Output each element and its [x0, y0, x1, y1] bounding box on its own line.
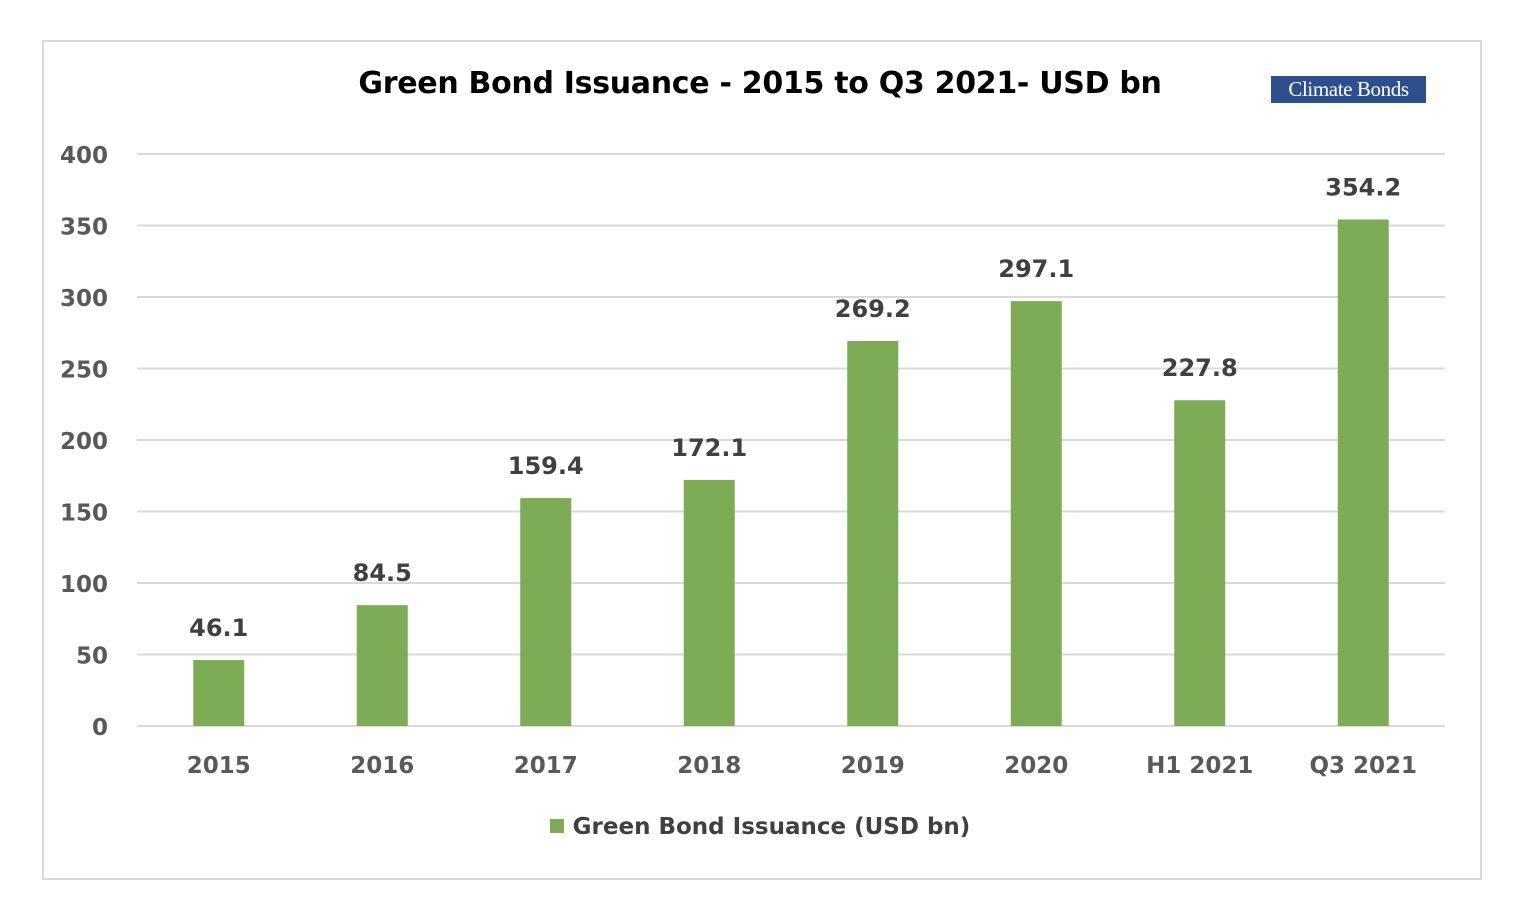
bar-q3-2021	[1337, 219, 1389, 726]
x-tick-label: 2016	[350, 753, 414, 779]
bar-2019	[847, 341, 899, 726]
x-axis-ticks: 2015 2016 2017 2018 2019 2020 H1 2021 Q3 2021	[187, 753, 1417, 779]
data-label: 84.5	[353, 559, 412, 587]
legend-label: Green Bond Issuance (USD bn)	[572, 814, 971, 840]
y-tick-label: 350	[60, 215, 108, 241]
x-tick-label: 2018	[677, 753, 741, 779]
data-label: 172.1	[671, 434, 747, 462]
gridlines	[137, 153, 1445, 727]
y-tick-label: 100	[60, 572, 108, 598]
data-label: 269.2	[835, 295, 911, 323]
bar-2017	[520, 498, 572, 726]
data-label: 46.1	[189, 614, 248, 642]
y-tick-label: 200	[60, 429, 108, 455]
data-label: 297.1	[998, 255, 1074, 283]
data-label: 227.8	[1162, 354, 1238, 382]
data-label: 354.2	[1325, 173, 1401, 201]
y-tick-label: 300	[60, 286, 108, 312]
data-label: 159.4	[508, 452, 584, 480]
bar-2018	[683, 479, 735, 726]
x-tick-label: 2017	[514, 753, 578, 779]
y-tick-label: 0	[92, 715, 108, 741]
legend-swatch	[549, 819, 564, 833]
y-tick-label: 250	[60, 358, 108, 384]
bar-2020	[1010, 301, 1062, 726]
bar-2015	[193, 660, 245, 726]
x-tick-label: 2020	[1004, 753, 1068, 779]
x-tick-label: 2015	[187, 753, 251, 779]
x-tick-label: Q3 2021	[1309, 753, 1417, 779]
chart-title: Green Bond Issuance - 2015 to Q3 2021- U…	[0, 66, 1520, 101]
y-tick-label: 50	[76, 644, 108, 670]
climate-bonds-logo: Climate Bonds	[1271, 76, 1426, 103]
bar-h1-2021	[1174, 400, 1226, 726]
x-tick-label: H1 2021	[1146, 753, 1253, 779]
y-tick-label: 400	[60, 143, 108, 169]
bars	[193, 219, 1389, 726]
bar-2016	[356, 605, 408, 726]
data-labels: 46.1 84.5 159.4 172.1 269.2 297.1 227.8 354.2	[189, 173, 1401, 642]
y-tick-label: 150	[60, 501, 108, 527]
legend: Green Bond Issuance (USD bn)	[0, 814, 1520, 840]
chart-frame	[42, 40, 1482, 880]
x-tick-label: 2019	[841, 753, 905, 779]
chart-title-text: Green Bond Issuance - 2015 to Q3 2021- U…	[358, 66, 1162, 101]
y-axis-ticks: 0 50 100 150 200 250 300 350 400	[60, 143, 108, 741]
